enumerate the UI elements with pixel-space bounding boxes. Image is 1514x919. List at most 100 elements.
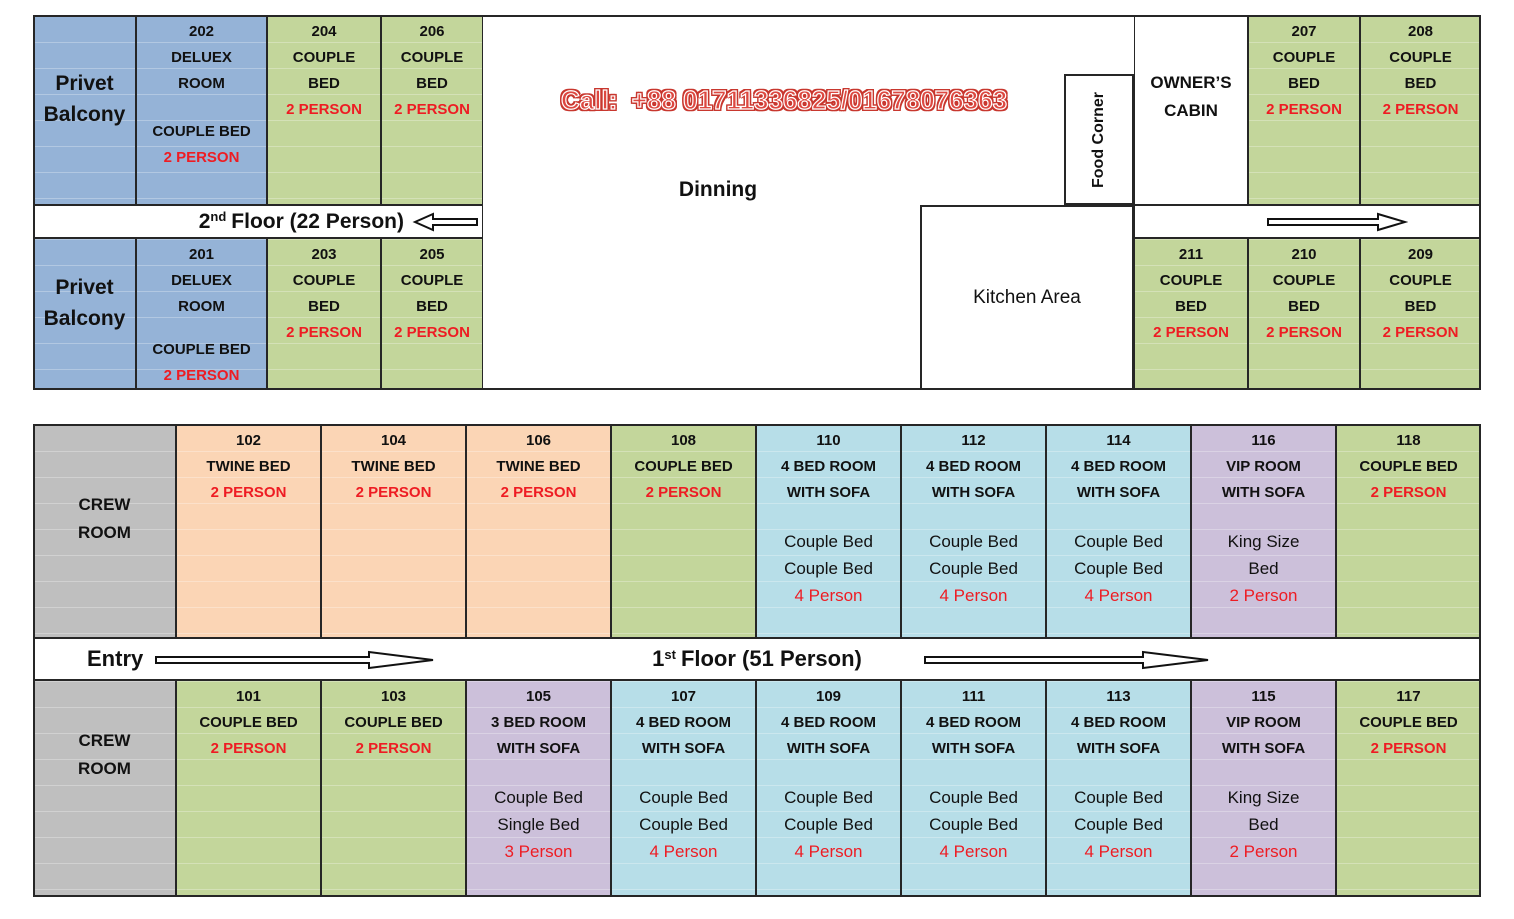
- cell-line: WITH SOFA: [641, 740, 726, 757]
- floor2-title-ordinal: nd: [210, 208, 227, 224]
- cell-line: Couple Bed: [784, 788, 873, 807]
- floor1-bottom-row: CREW ROOM 101 COUPLE BED 2 PERSON 103 COUPLE B…: [33, 680, 1481, 897]
- room-208: 208 COUPLE BED 2 PERSON: [1360, 15, 1481, 205]
- cell-line: COUPLE: [1159, 272, 1223, 289]
- floor2-right-top-row: OWNER’S CABIN 207 COUPLE BED 2 PERSON 208 COUPL…: [1134, 15, 1481, 205]
- room-118: 118 COUPLE BED 2 PERSON: [1336, 424, 1481, 638]
- room-203: 203 COUPLE BED 2 PERSON: [267, 238, 381, 390]
- cell-line: 107: [670, 688, 697, 705]
- cell-line: DELUEX: [171, 272, 232, 289]
- cell-line: 2 PERSON: [210, 740, 287, 757]
- cell-line: 2 PERSON: [394, 101, 470, 118]
- floor1-arrow-right-icon: [924, 650, 1209, 670]
- cell-line: 4 BED ROOM: [1070, 714, 1166, 731]
- cell-line: ROOM: [78, 759, 131, 778]
- cell-line: King Size: [1227, 532, 1300, 551]
- cell-line: Couple Bed: [929, 559, 1018, 578]
- room-111: 111 4 BED ROOM WITH SOFA Couple Bed Couple B…: [901, 680, 1046, 897]
- cell-line: 2 PERSON: [500, 484, 577, 501]
- room-204: 204 COUPLE BED 2 PERSON: [267, 15, 381, 205]
- cell-line: BED: [1175, 298, 1207, 315]
- cell-line: 2 Person: [1229, 586, 1298, 605]
- cell-line: 2 PERSON: [286, 101, 362, 118]
- cell-line: COUPLE: [1389, 49, 1452, 66]
- room-101: 101 COUPLE BED 2 PERSON: [176, 680, 321, 897]
- cell-line: 103: [380, 688, 407, 705]
- cell-line: 205: [419, 246, 445, 263]
- cell-line: Couple Bed: [1074, 815, 1163, 834]
- floor2-right-section: OWNER’S CABIN 207 COUPLE BED 2 PERSON 208 COUPL…: [1134, 15, 1481, 390]
- cell-line: 106: [525, 432, 552, 449]
- cell-line: 112: [961, 432, 986, 449]
- floor2-title-number: 2: [198, 209, 211, 233]
- cell-line: OWNER’S: [1150, 73, 1232, 92]
- cell-line: BED: [308, 298, 340, 315]
- cell-line: 4 Person: [1084, 586, 1153, 605]
- cell-line: WITH SOFA: [496, 740, 581, 757]
- floor2-title: 2nd Floor (22 Person): [198, 208, 404, 234]
- cell-line: Single Bed: [497, 815, 580, 834]
- cell-line: 4 Person: [939, 586, 1008, 605]
- cell-line: DELUEX: [171, 49, 232, 66]
- cell-line: 110: [816, 432, 841, 449]
- cell-line: 4 BED ROOM: [780, 714, 876, 731]
- cell-line: 2 PERSON: [1370, 740, 1447, 757]
- room-113: 113 4 BED ROOM WITH SOFA Couple Bed Couple B…: [1046, 680, 1191, 897]
- cell-line: 115: [1251, 688, 1276, 705]
- crew-room-top: CREW ROOM: [33, 424, 176, 638]
- cell-line: 118: [1396, 432, 1421, 449]
- room-117: 117 COUPLE BED 2 PERSON: [1336, 680, 1481, 897]
- floor2-title-band: 2nd Floor (22 Person): [33, 205, 483, 238]
- cell-line: WITH SOFA: [931, 740, 1016, 757]
- floor2-left-bottom-row: Privet Balcony 201 DELUEX ROOM COUPLE BED 2 PE…: [33, 238, 483, 390]
- privet-balcony-top: Privet Balcony: [33, 15, 136, 205]
- cell-line: 2 PERSON: [355, 740, 432, 757]
- room-209: 209 COUPLE BED 2 PERSON: [1360, 238, 1481, 390]
- room-115: 115 VIP ROOM WITH SOFA King Size Bed 2 Person: [1191, 680, 1336, 897]
- cell-line: 2 PERSON: [1266, 324, 1342, 341]
- cell-line: 4 Person: [794, 586, 863, 605]
- cell-line: COUPLE BED: [199, 714, 298, 731]
- floor1-title-ordinal: st: [664, 647, 676, 662]
- entry-arrow-right-icon: [155, 650, 434, 670]
- cell-line: WITH SOFA: [931, 484, 1016, 501]
- cell-line: ROOM: [78, 523, 131, 542]
- cell-line: 101: [235, 688, 262, 705]
- cell-line: 4 BED ROOM: [1070, 458, 1166, 475]
- cell-line: 2 Person: [1229, 842, 1298, 861]
- cell-line: 2 PERSON: [1382, 324, 1459, 341]
- entry-label: Entry: [87, 646, 144, 671]
- cell-line: 111: [961, 688, 986, 705]
- arrow-left-icon: [412, 211, 478, 232]
- cell-line: 4 BED ROOM: [925, 714, 1021, 731]
- cell-line: COUPLE BED: [634, 458, 733, 475]
- cell-line: BED: [1288, 298, 1320, 315]
- cell-line: 209: [1407, 246, 1434, 263]
- cell-line: Couple Bed: [639, 815, 728, 834]
- room-105: 105 3 BED ROOM WITH SOFA Couple Bed Single B…: [466, 680, 611, 897]
- cell-line: Couple Bed: [494, 788, 583, 807]
- floor2-title-rest: Floor (22 Person): [231, 209, 404, 233]
- floor2-left-top-row: Privet Balcony 202 DELUEX ROOM COUPLE BED 2 PE…: [33, 15, 483, 205]
- room-207: 207 COUPLE BED 2 PERSON: [1248, 15, 1360, 205]
- room-202: 202 DELUEX ROOM COUPLE BED 2 PERSON: [136, 15, 267, 205]
- cell-line: 204: [311, 23, 337, 40]
- cell-line: Couple Bed: [1074, 559, 1163, 578]
- cell-line: 4 BED ROOM: [925, 458, 1021, 475]
- cell-line: WITH SOFA: [786, 484, 871, 501]
- cell-line: Balcony: [43, 307, 126, 330]
- room-104: 104 TWINE BED 2 PERSON: [321, 424, 466, 638]
- cell-line: 202: [188, 23, 215, 40]
- cell-line: BED: [1404, 75, 1437, 92]
- cell-line: BED: [416, 75, 448, 92]
- cell-line: COUPLE: [1389, 272, 1452, 289]
- room-110: 110 4 BED ROOM WITH SOFA Couple Bed Couple B…: [756, 424, 901, 638]
- cell-line: TWINE BED: [206, 458, 291, 475]
- floor1-title-number: 1: [652, 646, 665, 671]
- cell-line: COUPLE BED: [1359, 458, 1458, 475]
- cell-line: 206: [419, 23, 445, 40]
- cell-line: 117: [1396, 688, 1421, 705]
- cell-line: BED: [416, 298, 448, 315]
- cell-line: COUPLE BED: [152, 341, 251, 358]
- cell-line: Couple Bed: [639, 788, 728, 807]
